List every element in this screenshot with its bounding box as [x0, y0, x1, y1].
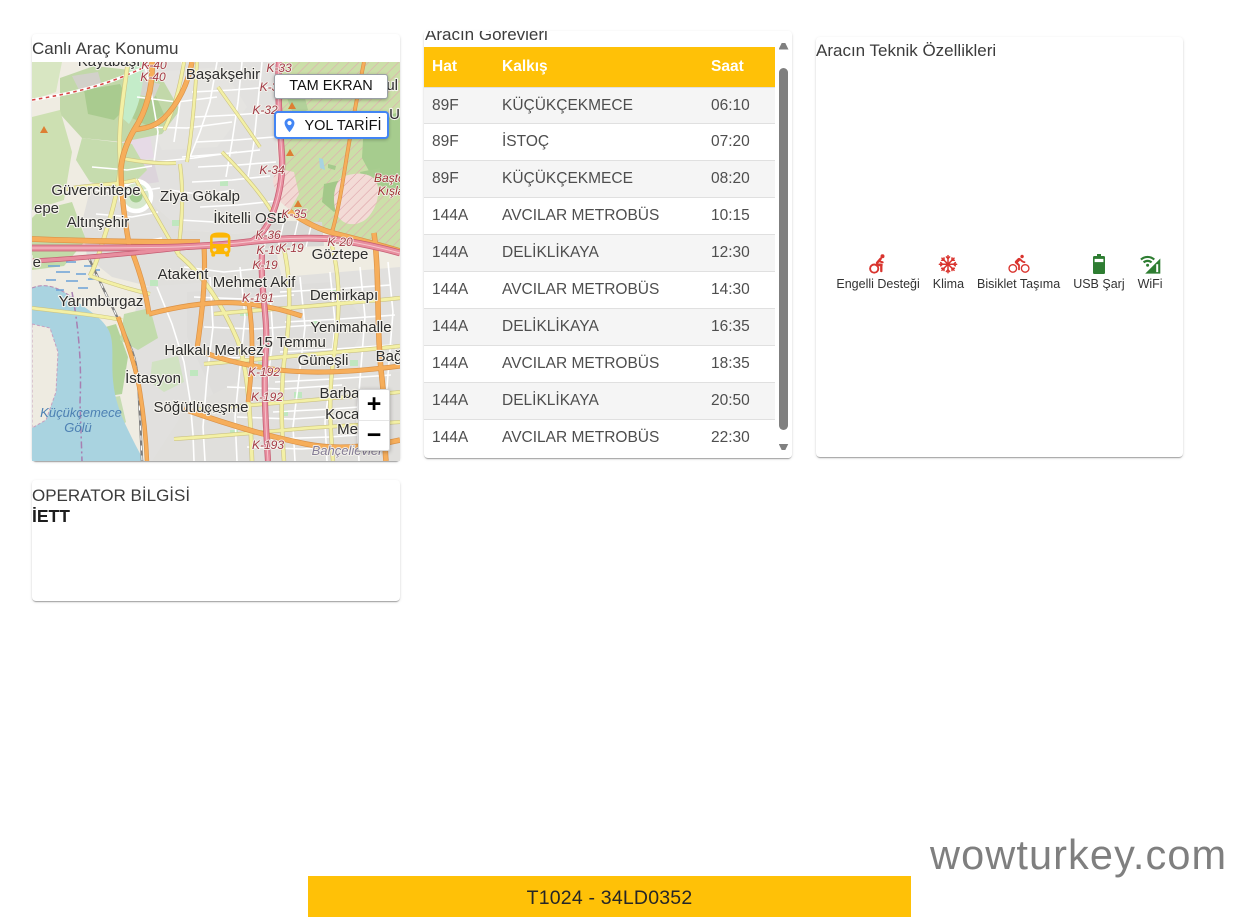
svg-text:Baştc: Baştc — [374, 171, 400, 185]
svg-text:K-193: K-193 — [252, 438, 284, 452]
svg-text:Bağ: Bağ — [376, 348, 400, 365]
svg-text:K-192: K-192 — [251, 390, 283, 404]
svg-text:Gölü: Gölü — [64, 420, 91, 435]
svg-text:epe: epe — [34, 200, 59, 217]
svg-text:K-191: K-191 — [242, 291, 274, 305]
svg-text:K-32: K-32 — [252, 103, 278, 117]
svg-text:15 Temmu: 15 Temmu — [256, 334, 326, 351]
svg-text:K-33: K-33 — [266, 62, 292, 75]
svg-text:Atakent: Atakent — [158, 266, 210, 283]
svg-text:İkitelli OSB: İkitelli OSB — [213, 209, 286, 227]
svg-text:Altınşehir: Altınşehir — [67, 214, 130, 231]
svg-text:Güvercintepe: Güvercintepe — [51, 182, 140, 199]
svg-text:Güneşli: Güneşli — [298, 352, 349, 369]
svg-text:me: me — [203, 400, 224, 417]
svg-text:K-20: K-20 — [327, 235, 353, 249]
svg-text:Kışla: Kışla — [378, 184, 400, 198]
svg-text:K-19: K-19 — [252, 258, 278, 272]
svg-text:kale: kale — [32, 254, 41, 271]
svg-text:K-40: K-40 — [141, 62, 167, 72]
svg-text:Barbar: Barbar — [319, 385, 364, 402]
svg-text:Mehmet Akif: Mehmet Akif — [213, 274, 296, 291]
svg-text:K-19: K-19 — [278, 241, 304, 255]
svg-text:Ziya Gökalp: Ziya Gökalp — [160, 188, 240, 205]
svg-text:Yenimahalle: Yenimahalle — [310, 319, 391, 336]
svg-text:K-192: K-192 — [248, 365, 280, 379]
svg-text:K-34: K-34 — [259, 163, 285, 177]
svg-text:U: U — [389, 106, 400, 123]
svg-text:K-35: K-35 — [281, 207, 307, 221]
svg-text:Kayabaşı: Kayabaşı — [78, 62, 141, 70]
svg-text:Mer: Mer — [337, 421, 363, 438]
svg-text:Göztepe: Göztepe — [312, 246, 369, 263]
svg-text:Kocas: Kocas — [325, 406, 367, 423]
svg-text:K-19: K-19 — [256, 243, 282, 257]
svg-text:Demirkapı: Demirkapı — [310, 287, 378, 304]
svg-text:Küçükçemece: Küçükçemece — [40, 405, 122, 420]
svg-text:Başakşehir: Başakşehir — [186, 66, 260, 83]
svg-text:K-40: K-40 — [140, 70, 166, 84]
svg-text:Halkalı Merkez: Halkalı Merkez — [164, 342, 263, 359]
svg-text:K-36: K-36 — [255, 228, 281, 242]
svg-text:İstasyon: İstasyon — [125, 369, 181, 387]
svg-text:Söğütlüçeşme: Söğütlüçeşme — [153, 399, 248, 416]
svg-text:ul: ul — [386, 77, 398, 94]
svg-text:Yarımburgaz: Yarımburgaz — [59, 293, 144, 310]
